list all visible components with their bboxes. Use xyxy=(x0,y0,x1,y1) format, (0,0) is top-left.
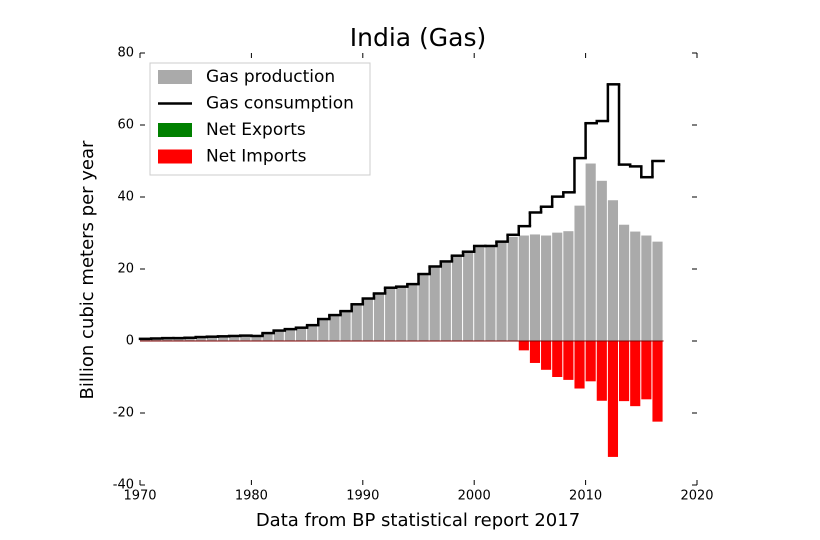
bar xyxy=(184,337,195,341)
bar xyxy=(585,341,596,382)
bar xyxy=(195,337,206,341)
x-axis-label: Data from BP statistical report 2017 xyxy=(256,510,580,531)
bar xyxy=(518,235,529,341)
bar xyxy=(307,325,318,341)
bar xyxy=(641,235,652,341)
bar xyxy=(607,341,619,457)
bar xyxy=(496,241,507,341)
bar xyxy=(162,338,173,341)
legend-swatch xyxy=(158,149,192,164)
bar xyxy=(273,330,284,341)
bar xyxy=(173,338,184,341)
bar xyxy=(385,287,396,341)
bar xyxy=(217,336,229,341)
legend-label: Gas production xyxy=(206,67,335,87)
bar xyxy=(396,286,407,341)
bar xyxy=(507,236,518,341)
bar xyxy=(329,315,340,341)
bar xyxy=(541,235,552,341)
bar xyxy=(563,231,574,341)
bar xyxy=(229,335,240,341)
x-tick-label: 2000 xyxy=(458,489,491,504)
x-tick-label: 2010 xyxy=(569,489,602,504)
bar xyxy=(251,335,262,341)
legend-label: Net Imports xyxy=(206,147,307,167)
y-tick-label: 80 xyxy=(117,46,134,61)
bar xyxy=(474,245,485,341)
bar xyxy=(529,234,541,341)
x-tick-label: 1970 xyxy=(123,489,156,504)
bar xyxy=(340,311,351,341)
x-tick-label: 1980 xyxy=(235,489,268,504)
bar xyxy=(362,298,373,341)
bar xyxy=(418,274,429,341)
x-tick-label: 2020 xyxy=(680,489,713,504)
bar xyxy=(407,284,418,341)
bar xyxy=(318,319,329,341)
y-tick-label: 40 xyxy=(117,190,134,205)
legend-label: Net Exports xyxy=(206,120,306,140)
bar xyxy=(596,341,607,401)
y-tick-label: 20 xyxy=(117,262,134,277)
bar xyxy=(607,200,619,341)
bar xyxy=(485,245,496,341)
bar xyxy=(284,329,295,341)
bar xyxy=(529,341,541,363)
bar xyxy=(451,255,463,341)
x-tick-label: 1990 xyxy=(346,489,379,504)
bar xyxy=(552,232,563,341)
legend: Gas production Gas consumption Net Exports… xyxy=(149,62,371,176)
y-axis-label: Billion cubic meters per year xyxy=(77,140,98,399)
bar xyxy=(630,341,641,407)
bar xyxy=(262,333,273,341)
bar xyxy=(351,304,362,341)
bar xyxy=(596,180,607,341)
bar xyxy=(463,251,474,341)
bar xyxy=(373,293,385,341)
bar xyxy=(440,261,451,341)
y-tick-label: 0 xyxy=(126,334,134,349)
y-tick-label: -20 xyxy=(113,406,134,421)
bar xyxy=(240,335,251,341)
bar xyxy=(295,327,307,341)
bar xyxy=(630,231,641,341)
bar xyxy=(552,341,563,377)
legend-swatch xyxy=(158,70,192,84)
bar xyxy=(563,341,574,380)
chart-title: India (Gas) xyxy=(350,23,487,52)
legend-swatch xyxy=(158,123,192,137)
bar xyxy=(151,338,162,341)
bar xyxy=(574,205,585,341)
bar xyxy=(619,224,630,341)
bar xyxy=(641,341,652,400)
bar xyxy=(585,163,596,341)
legend-label: Gas consumption xyxy=(206,94,354,114)
bar xyxy=(574,341,585,389)
y-tick-label: 60 xyxy=(117,118,134,133)
bar xyxy=(619,341,630,402)
bar xyxy=(652,341,663,422)
bar xyxy=(541,341,552,370)
bar xyxy=(206,336,217,341)
bar xyxy=(518,341,529,351)
bar xyxy=(652,241,663,341)
bar xyxy=(429,266,440,341)
y-tick-label: -40 xyxy=(113,478,134,493)
